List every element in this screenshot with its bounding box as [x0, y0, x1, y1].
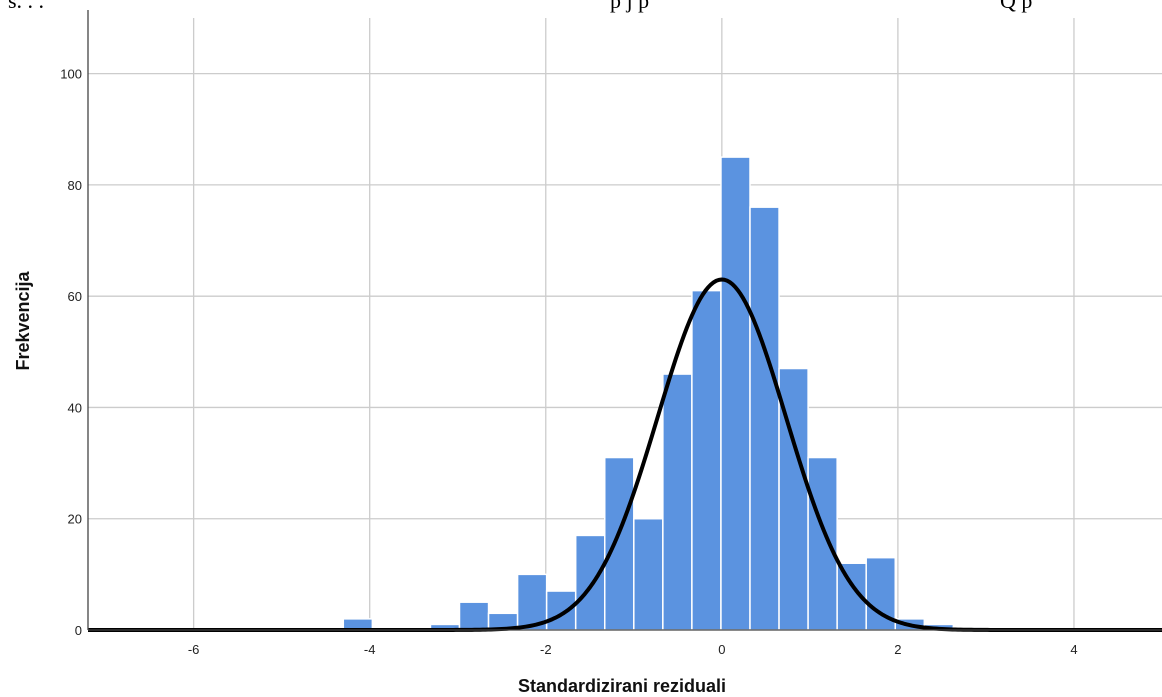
histogram-bar	[633, 517, 664, 631]
x-tick-label: 4	[1070, 642, 1077, 657]
y-tick-labels: 0 20 40 60 80 100	[60, 67, 82, 638]
histogram-bar	[691, 289, 722, 631]
clipped-header-text: s. . . p j p Q p	[8, 0, 1032, 13]
histogram-bar	[458, 601, 490, 631]
histogram-bar	[604, 456, 635, 631]
y-axis-title: Frekvencija	[13, 270, 33, 370]
grid-lines	[88, 18, 1162, 630]
y-tick-label: 80	[68, 178, 82, 193]
histogram-bar	[516, 573, 548, 631]
x-tick-label: -4	[364, 642, 376, 657]
x-tick-label: 0	[718, 642, 725, 657]
histogram-bar	[574, 534, 606, 631]
y-tick-label: 20	[68, 512, 82, 527]
x-tick-label: -2	[540, 642, 552, 657]
histogram-bar	[720, 156, 751, 631]
y-tick-label: 100	[60, 67, 82, 82]
y-tick-label: 40	[68, 400, 82, 415]
y-tick-label: 0	[75, 623, 82, 638]
histogram-bar	[749, 206, 780, 631]
header-fragment-mid: p j p	[610, 0, 649, 13]
histogram-bar	[662, 373, 693, 631]
histogram-bar	[545, 590, 577, 631]
x-tick-label: -6	[188, 642, 200, 657]
header-fragment-right: Q p	[1000, 0, 1032, 13]
header-fragment-left: s. . .	[8, 0, 44, 13]
axes	[87, 10, 1162, 631]
x-axis-title: Standardizirani reziduali	[518, 676, 726, 696]
x-tick-label: 2	[894, 642, 901, 657]
x-tick-labels: -6 -4 -2 0 2 4	[188, 642, 1078, 657]
y-tick-label: 60	[68, 289, 82, 304]
histogram-bar	[807, 456, 838, 631]
